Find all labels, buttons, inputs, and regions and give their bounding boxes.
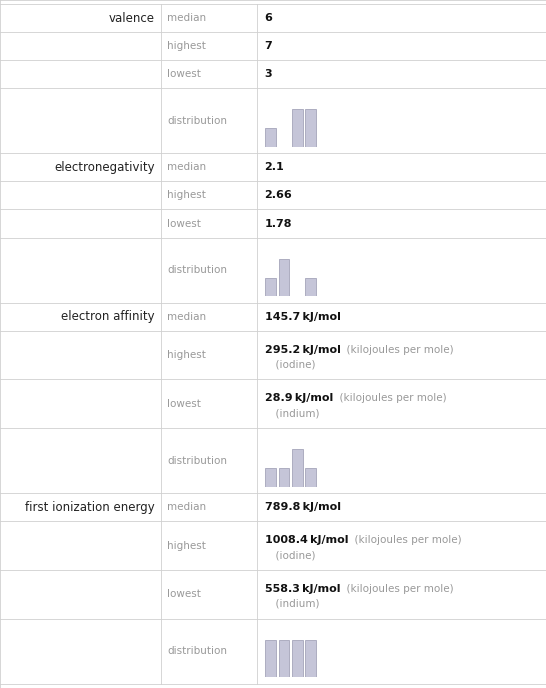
Text: (iodine): (iodine) xyxy=(269,550,315,560)
Text: distribution: distribution xyxy=(167,455,227,466)
Text: (iodine): (iodine) xyxy=(269,360,315,370)
Text: lowest: lowest xyxy=(167,69,201,79)
Bar xyxy=(305,468,316,487)
Text: 3: 3 xyxy=(265,69,272,79)
Text: electronegativity: electronegativity xyxy=(55,161,155,174)
Text: distribution: distribution xyxy=(167,646,227,656)
Bar xyxy=(305,640,316,678)
Text: (indium): (indium) xyxy=(269,409,319,418)
Text: highest: highest xyxy=(167,350,206,361)
Text: 789.8 kJ/mol: 789.8 kJ/mol xyxy=(265,502,341,513)
Bar xyxy=(305,277,316,297)
Bar xyxy=(265,468,276,487)
Bar xyxy=(292,109,302,147)
Bar xyxy=(278,259,289,297)
Text: (kilojoules per mole): (kilojoules per mole) xyxy=(348,535,462,546)
Text: 2.66: 2.66 xyxy=(265,191,292,200)
Text: lowest: lowest xyxy=(167,399,201,409)
Text: 1008.4 kJ/mol: 1008.4 kJ/mol xyxy=(265,535,348,546)
Text: 558.3 kJ/mol: 558.3 kJ/mol xyxy=(265,584,340,594)
Text: highest: highest xyxy=(167,41,206,51)
Text: lowest: lowest xyxy=(167,219,201,228)
Bar xyxy=(265,640,276,678)
Bar xyxy=(278,640,289,678)
Text: 2.1: 2.1 xyxy=(265,162,284,173)
Text: valence: valence xyxy=(109,12,155,25)
Text: lowest: lowest xyxy=(167,590,201,599)
Text: (kilojoules per mole): (kilojoules per mole) xyxy=(341,345,454,355)
Text: highest: highest xyxy=(167,191,206,200)
Text: (kilojoules per mole): (kilojoules per mole) xyxy=(340,584,454,594)
Text: 28.9 kJ/mol: 28.9 kJ/mol xyxy=(265,394,333,403)
Bar xyxy=(292,640,302,678)
Text: median: median xyxy=(167,312,206,322)
Text: (indium): (indium) xyxy=(269,599,319,609)
Bar xyxy=(278,468,289,487)
Text: (kilojoules per mole): (kilojoules per mole) xyxy=(333,394,447,403)
Text: distribution: distribution xyxy=(167,116,227,126)
Text: 145.7 kJ/mol: 145.7 kJ/mol xyxy=(265,312,341,322)
Text: 6: 6 xyxy=(265,13,272,23)
Text: 1.78: 1.78 xyxy=(265,219,292,228)
Bar xyxy=(305,109,316,147)
Bar xyxy=(265,277,276,297)
Text: median: median xyxy=(167,502,206,513)
Bar xyxy=(292,449,302,487)
Text: median: median xyxy=(167,13,206,23)
Text: 7: 7 xyxy=(265,41,272,51)
Text: electron affinity: electron affinity xyxy=(62,310,155,323)
Bar xyxy=(265,128,276,147)
Text: highest: highest xyxy=(167,541,206,551)
Text: 295.2 kJ/mol: 295.2 kJ/mol xyxy=(265,345,341,355)
Text: first ionization energy: first ionization energy xyxy=(25,501,155,514)
Text: distribution: distribution xyxy=(167,265,227,275)
Text: median: median xyxy=(167,162,206,173)
